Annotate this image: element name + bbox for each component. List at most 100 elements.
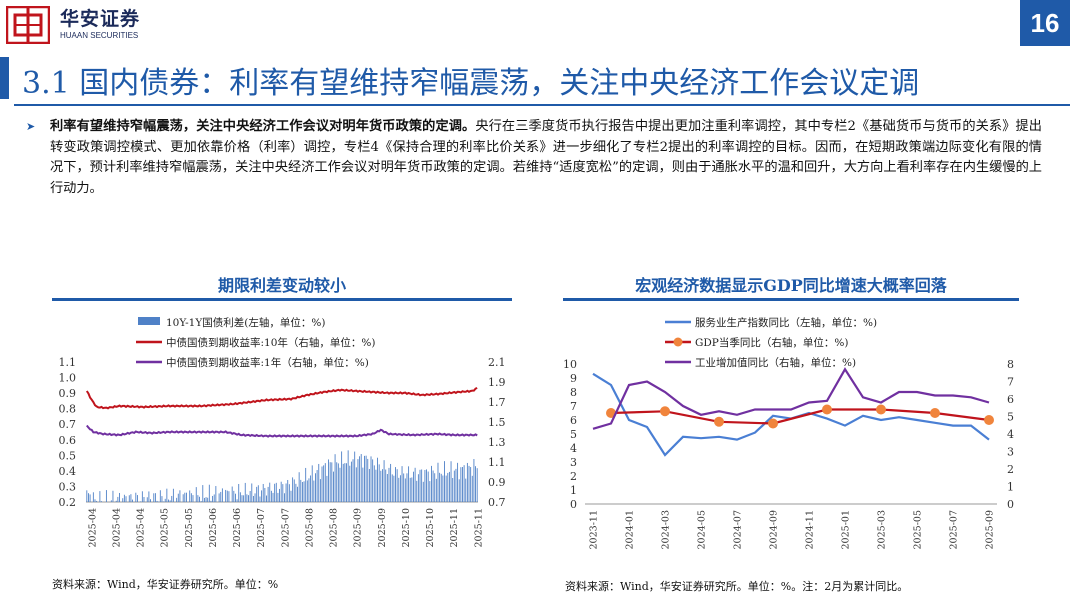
spread-bar (447, 472, 449, 502)
spread-bar (195, 487, 197, 502)
gdp-point (876, 404, 886, 415)
y-right-tick-label: 1.7 (488, 396, 506, 409)
spread-bar (476, 468, 478, 502)
gdp-point (768, 418, 778, 429)
spread-bar (429, 481, 431, 502)
spread-bar (153, 493, 155, 502)
title-accent-bar (0, 57, 9, 99)
spread-bar (122, 498, 124, 502)
arrow-bullet-icon: ➤ (26, 120, 36, 133)
spread-bar (319, 479, 321, 502)
spread-bar (448, 471, 450, 502)
spread-bar (442, 475, 444, 502)
spread-bar (226, 490, 228, 502)
spread-bar (241, 495, 243, 502)
spread-bar (86, 490, 88, 502)
spread-bar (205, 497, 207, 502)
spread-bar (280, 481, 282, 502)
spread-bar (146, 497, 148, 502)
gdp-point (606, 408, 616, 418)
spread-bar (337, 463, 339, 502)
y-right-tick-label: 1.5 (488, 416, 506, 429)
chart1-title: 期限利差变动较小 (217, 276, 346, 295)
spread-bar (391, 474, 393, 502)
spread-bar (403, 473, 405, 502)
spread-bar (417, 474, 419, 502)
spread-bar (303, 481, 305, 502)
x-tick-label: 2025-11 (473, 508, 484, 547)
y-right-tick-label: 1 (1007, 481, 1014, 494)
spread-bar (350, 461, 352, 502)
gdp-point (714, 416, 724, 427)
spread-bar (184, 492, 186, 502)
spread-bar (200, 501, 202, 502)
x-tick-label: 2025-11 (449, 508, 460, 547)
x-tick-label: 2025-04 (87, 508, 98, 547)
x-tick-label: 2025-09 (353, 508, 364, 547)
spread-bar (239, 492, 241, 502)
spread-bar (257, 485, 259, 502)
y-left-tick-label: 0.5 (59, 449, 77, 462)
spread-bar (455, 468, 457, 502)
y-left-tick-label: 0.8 (59, 403, 77, 416)
spread-bar (426, 469, 427, 502)
spread-bar (321, 466, 323, 502)
spread-bar (202, 485, 204, 502)
x-tick-label: 2025-10 (425, 508, 436, 547)
chart1-svg: 10Y-1Y国债利差(左轴，单位：%) 中债国债到期收益率:10年（右轴，单位：%… (59, 316, 506, 547)
spread-bar (235, 493, 236, 502)
spread-bar (390, 463, 392, 502)
x-tick-label: 2025-04 (111, 508, 122, 547)
spread-bar (385, 469, 387, 502)
spread-bar (432, 470, 434, 502)
x-tick-label: 2023-11 (588, 510, 599, 549)
spread-bar (301, 482, 303, 502)
spread-bar (228, 491, 230, 502)
spread-bar (266, 495, 267, 502)
spread-bar (284, 493, 285, 502)
spread-bar (248, 495, 249, 502)
spread-bar (164, 498, 166, 502)
x-tick-label: 2025-01 (840, 510, 851, 549)
spread-bar (380, 470, 382, 502)
x-tick-label: 2025-04 (136, 508, 147, 547)
spread-bar (148, 491, 150, 502)
y-left-tick-label: 1 (570, 484, 577, 497)
spread-bar (279, 488, 280, 502)
spread-bar (125, 496, 127, 502)
y-left-tick-label: 0 (570, 498, 577, 511)
yield-1y-line (86, 424, 478, 438)
summary-text: 央行在三季度货币执行报告中提出更加注重利率调控，其中专栏2《基础货币与货币的关系… (50, 119, 1042, 196)
spread-bar (349, 465, 351, 502)
spread-bar (163, 501, 165, 502)
y-right-tick-label: 0.9 (488, 476, 506, 489)
spread-bar (277, 492, 279, 502)
spread-bar (323, 465, 325, 502)
spread-bar (244, 482, 246, 502)
y-right-tick-label: 3 (1007, 446, 1014, 459)
spread-bar (171, 495, 173, 502)
spread-bar (373, 465, 375, 502)
spread-bar (457, 462, 459, 502)
spread-bar (355, 467, 357, 502)
y-right-tick-label: 1.1 (488, 456, 506, 469)
spread-bar (364, 455, 365, 502)
chart2-title-rule (563, 298, 1019, 301)
spread-bar (334, 454, 336, 502)
spread-bar (421, 469, 423, 502)
spread-bar (444, 461, 445, 502)
spread-bar (176, 497, 178, 502)
spread-bar (466, 462, 468, 502)
spread-bar (437, 462, 439, 502)
spread-bar (413, 471, 414, 502)
spread-bar (215, 486, 217, 502)
spread-bar (267, 486, 269, 502)
spread-bar (203, 497, 205, 502)
spread-bar (404, 478, 406, 502)
spread-bar (293, 479, 295, 502)
spread-bar (89, 494, 91, 502)
spread-bar (419, 469, 421, 502)
spread-bar (254, 493, 256, 502)
spread-bar (452, 477, 454, 502)
spread-bar (473, 459, 475, 502)
